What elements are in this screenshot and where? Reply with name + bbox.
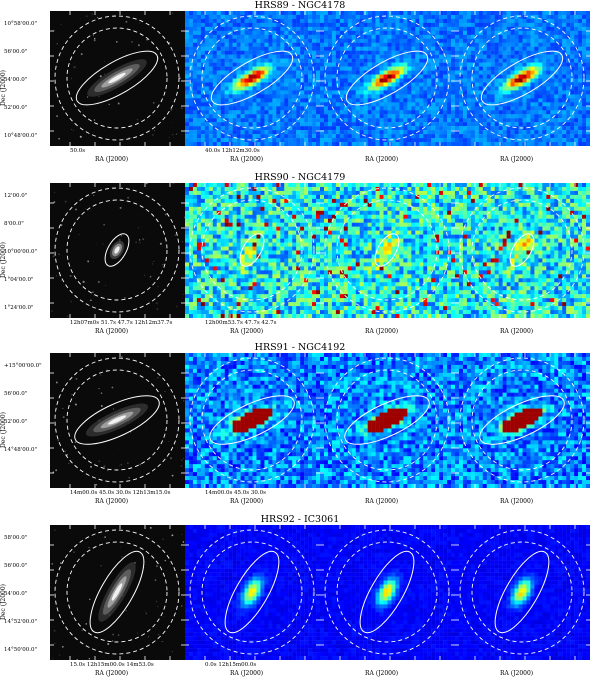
map-panel-1 <box>185 183 320 318</box>
x-tick-label: 14m00.0s 45.0s 30.0s <box>205 490 266 496</box>
row-title: HRS90 - NGC4179 <box>254 172 346 183</box>
y-tick-label: 10°58'00.0" <box>4 21 38 27</box>
ra-axis-label: RA (J2000) <box>95 156 129 163</box>
ra-axis-label: RA (J2000) <box>500 498 534 505</box>
ra-axis-label: RA (J2000) <box>95 498 129 505</box>
map-panel-2 <box>320 11 455 146</box>
y-tick-label: 8'00.0" <box>4 221 24 227</box>
y-tick-label: 12'00.0" <box>4 193 28 199</box>
dec-axis-label: Dec (J2000) <box>0 242 7 278</box>
map-panel-3 <box>455 525 590 660</box>
x-tick-label: 40.0s 12h12m30.0s <box>205 148 260 154</box>
map-panel-1 <box>185 525 320 660</box>
y-tick-label: 56'00.0" <box>4 391 28 397</box>
row-title: HRS91 - NGC4192 <box>254 342 346 353</box>
optical-image-panel <box>50 353 185 488</box>
ra-axis-label: RA (J2000) <box>230 670 264 677</box>
map-panel-3 <box>455 183 590 318</box>
x-tick-label: 50.0s <box>70 148 86 154</box>
y-tick-label: 52'00.0" <box>4 419 28 425</box>
ra-axis-label: RA (J2000) <box>500 328 534 335</box>
galaxy-row: HRS90 - NGC4179 12'00.0" 8'00.0" 10°00'00.0… <box>0 172 600 337</box>
y-tick-label: 14°52'00.0" <box>4 619 38 625</box>
map-panel-1 <box>185 353 320 488</box>
y-tick-label: 1°04'00.0" <box>4 277 34 283</box>
x-tick-label: 12h07m0s 51.7s 47.7s 12h12m37.7s <box>70 320 173 326</box>
dec-axis-label: Dec (J2000) <box>0 70 7 106</box>
x-tick-label: 0.0s 12h15m00.0s <box>205 662 257 668</box>
y-tick-label: +15°00'00.0" <box>4 363 42 369</box>
y-tick-label: 52'00.0" <box>4 105 28 111</box>
dec-axis-label: Dec (J2000) <box>0 412 7 448</box>
ra-axis-label: RA (J2000) <box>230 328 264 335</box>
map-panel-2 <box>320 353 455 488</box>
optical-image-panel <box>50 525 185 660</box>
y-tick-label: 14°48'00.0" <box>4 447 38 453</box>
y-tick-label: 56'00.0" <box>4 563 28 569</box>
x-tick-label: 15.0s 12h15m00.0s 14m53.0s <box>70 662 154 668</box>
ra-axis-label: RA (J2000) <box>230 156 264 163</box>
ra-axis-label: RA (J2000) <box>365 156 399 163</box>
y-tick-label: 14°50'00.0" <box>4 647 38 653</box>
dec-axis-label: Dec (J2000) <box>0 584 7 620</box>
ra-axis-label: RA (J2000) <box>230 498 264 505</box>
row-title: HRS92 - IC3061 <box>260 514 340 525</box>
ra-axis-label: RA (J2000) <box>500 670 534 677</box>
ra-axis-label: RA (J2000) <box>95 328 129 335</box>
y-tick-label: 54'00.0" <box>4 591 28 597</box>
ra-axis-label: RA (J2000) <box>500 156 534 163</box>
optical-image-panel <box>50 11 185 146</box>
map-panel-2 <box>320 525 455 660</box>
galaxy-row: HRS91 - NGC4192 +15°00'00.0" 56'00.0" 52'00… <box>0 342 600 507</box>
ra-axis-label: RA (J2000) <box>365 670 399 677</box>
ra-axis-label: RA (J2000) <box>95 670 129 677</box>
optical-image-panel <box>50 183 185 318</box>
y-tick-label: 56'00.0" <box>4 49 28 55</box>
galaxy-row: HRS89 - NGC4178 10°58'00.0" 56'00.0" 54'00.… <box>0 0 600 165</box>
y-tick-label: 54'00.0" <box>4 77 28 83</box>
x-tick-label: 14m00.0s 45.0s 30.0s 12h13m15.0s <box>70 490 171 496</box>
galaxy-row: HRS92 - IC3061 58'00.0" 56'00.0" 54'00.0" 14… <box>0 514 600 679</box>
ra-axis-label: RA (J2000) <box>365 498 399 505</box>
y-tick-label: 1°24'00.0" <box>4 305 34 311</box>
row-title: HRS89 - NGC4178 <box>254 0 346 11</box>
y-tick-label: 10°48'00.0" <box>4 133 38 139</box>
x-tick-label: 12h00m53.7s 47.7s 42.7s <box>205 320 277 326</box>
map-panel-3 <box>455 11 590 146</box>
map-panel-2 <box>320 183 455 318</box>
map-panel-1 <box>185 11 320 146</box>
ra-axis-label: RA (J2000) <box>365 328 399 335</box>
map-panel-3 <box>455 353 590 488</box>
y-tick-label: 10°00'00.0" <box>4 249 38 255</box>
y-tick-label: 58'00.0" <box>4 535 28 541</box>
